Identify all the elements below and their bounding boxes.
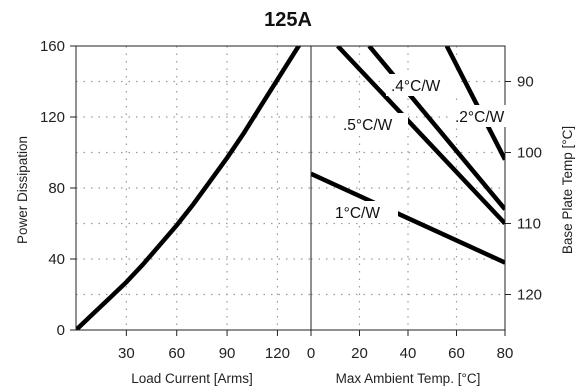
- left-xtick-label-0: 30: [118, 345, 135, 362]
- left-ytick-label-0: 0: [57, 322, 65, 339]
- left-ytick-label-4: 160: [40, 38, 65, 55]
- left-xtick-label-2: 90: [219, 345, 236, 362]
- left-ytick-label-1: 40: [48, 251, 65, 268]
- left-ytick-label-3: 120: [40, 109, 65, 126]
- left-ytick-label-2: 80: [48, 180, 65, 197]
- curve-label-0.4: .4°C/W: [391, 78, 441, 95]
- thermal-curve-1: [367, 46, 505, 211]
- left-x-axis-label: Load Current [Arms]: [131, 371, 253, 386]
- curve-layer: [76, 46, 505, 330]
- thermal-curve-3: [311, 171, 505, 265]
- right-xtick-label-4: 80: [497, 345, 514, 362]
- right-x-axis-label: Max Ambient Temp. [°C]: [336, 371, 481, 386]
- chart-title: 125A: [264, 9, 312, 31]
- curve-label-1: 1°C/W: [335, 205, 380, 222]
- right-ytick-label-3: 120: [517, 287, 542, 304]
- label-bg-0.2: [453, 105, 520, 127]
- label-bg-0.4: [386, 74, 458, 96]
- plot-frame: [70, 45, 511, 336]
- right-xtick-label-0: 0: [307, 345, 315, 362]
- grid-layer: [76, 46, 505, 330]
- left-xtick-label-1: 60: [168, 345, 185, 362]
- right-ytick-label-0: 90: [517, 74, 534, 91]
- curve-label-0.5: .5°C/W: [343, 117, 393, 134]
- right-xtick-label-1: 20: [351, 345, 368, 362]
- power-curve: [76, 46, 302, 330]
- tick-labels: 0 40 80 120 160 30 60 90 120 0 20 40 60 80 90 100 110 120: [40, 38, 542, 362]
- thermal-curve-0: [444, 46, 505, 161]
- left-y-axis-label: Power Dissipation: [15, 136, 30, 244]
- curve-label-0.2: .2°C/W: [455, 109, 505, 126]
- label-bg-1: [332, 201, 398, 223]
- thermal-curve-2: [336, 46, 505, 226]
- right-xtick-label-2: 40: [400, 345, 417, 362]
- right-ytick-label-1: 100: [517, 145, 542, 162]
- right-xtick-label-3: 60: [448, 345, 465, 362]
- left-xtick-label-3: 120: [265, 345, 290, 362]
- right-ytick-label-2: 110: [517, 216, 541, 233]
- label-bg-0.5: [340, 113, 408, 135]
- right-y-axis-label: Base Plate Temp [°C]: [560, 126, 575, 254]
